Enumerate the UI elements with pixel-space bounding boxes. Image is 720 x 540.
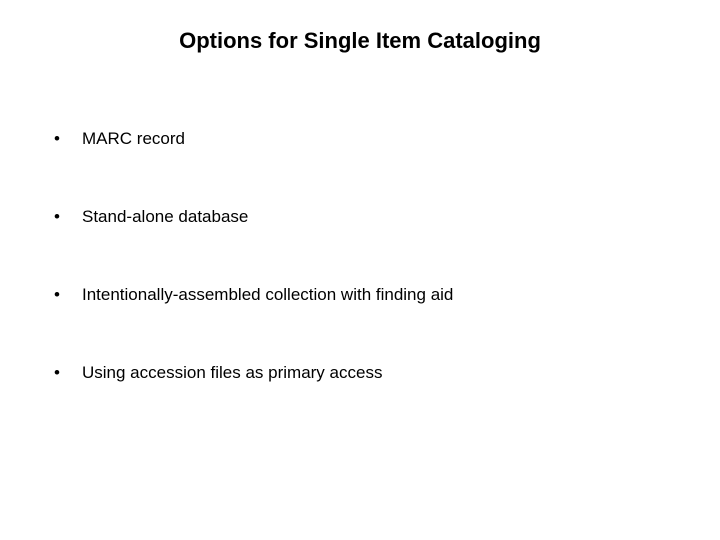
bullet-text: Using accession files as primary access [82, 362, 666, 384]
bullet-text: Stand-alone database [82, 206, 666, 228]
list-item: • Stand-alone database [54, 206, 666, 228]
bullet-text: Intentionally-assembled collection with … [82, 284, 666, 306]
bullet-marker-icon: • [54, 128, 82, 150]
list-item: • Using accession files as primary acces… [54, 362, 666, 384]
bullet-text: MARC record [82, 128, 666, 150]
slide-title: Options for Single Item Cataloging [0, 28, 720, 54]
bullet-list: • MARC record • Stand-alone database • I… [54, 128, 666, 440]
bullet-marker-icon: • [54, 284, 82, 306]
slide: Options for Single Item Cataloging • MAR… [0, 0, 720, 540]
bullet-marker-icon: • [54, 362, 82, 384]
list-item: • Intentionally-assembled collection wit… [54, 284, 666, 306]
bullet-marker-icon: • [54, 206, 82, 228]
list-item: • MARC record [54, 128, 666, 150]
